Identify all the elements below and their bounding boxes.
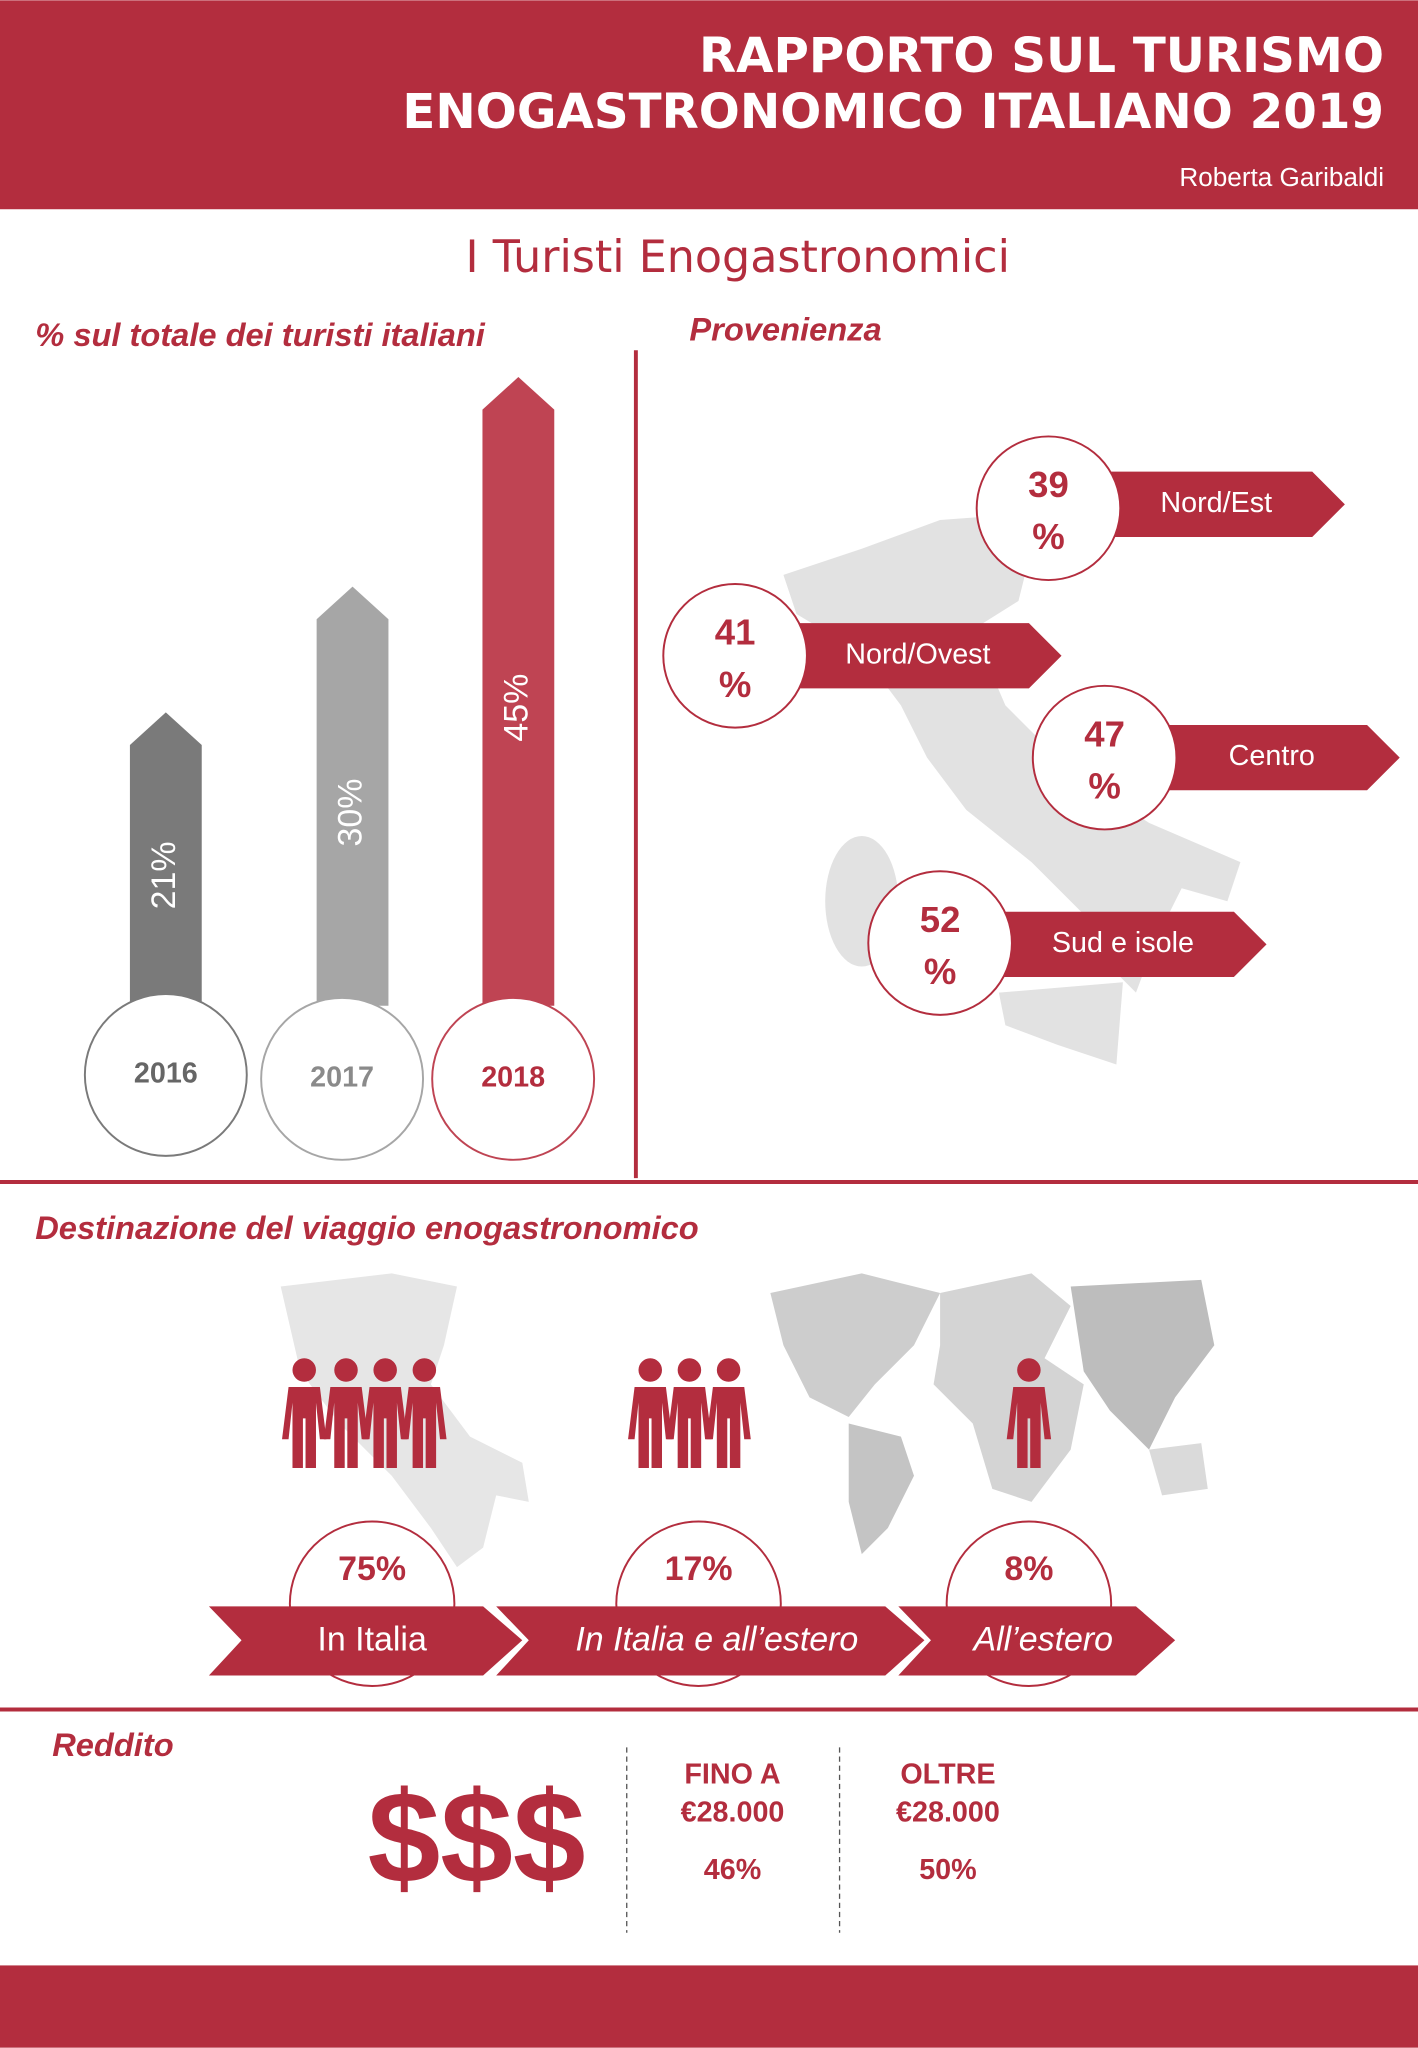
bar-arrow [316, 586, 389, 1006]
region-name: Sud e isole [1052, 927, 1194, 959]
region-share: 39 [1028, 464, 1069, 505]
year-label: 2017 [310, 1061, 374, 1093]
region-arrow [783, 623, 1062, 689]
bar-arrow [482, 377, 555, 1006]
income-heading: €28.000 [896, 1797, 1000, 1829]
header-title: RAPPORTO SUL TURISMO [699, 28, 1384, 84]
chevron-label: In Italia [317, 1621, 427, 1659]
person-icon [362, 1358, 408, 1468]
header-author: Roberta Garibaldi [1179, 162, 1384, 192]
person-icon [323, 1358, 369, 1468]
region-name: Nord/Est [1160, 487, 1272, 519]
region-arrow [1155, 724, 1400, 791]
income-heading: €28.000 [681, 1797, 785, 1829]
bar-value-label: 45% [497, 674, 535, 742]
region-share: 47 [1084, 713, 1125, 754]
chevron [496, 1606, 925, 1676]
chevron-label: In Italia e all’estero [575, 1621, 858, 1659]
region-circle [662, 582, 808, 729]
chevron-label: All’estero [971, 1621, 1113, 1659]
region-share: 41 [715, 612, 756, 653]
region-name: Nord/Ovest [845, 638, 990, 670]
region-share-unit: % [1032, 516, 1065, 557]
income-share: 50% [919, 1854, 976, 1886]
region-circle [975, 435, 1122, 582]
destinazione-title: Destinazione del viaggio enogastronomico [35, 1209, 698, 1246]
region-share: 52 [920, 899, 961, 940]
year-label: 2016 [134, 1058, 198, 1090]
income-share: 46% [704, 1854, 761, 1886]
footer-band [0, 1965, 1418, 2048]
region-circle [1031, 684, 1178, 831]
region-arrow [1096, 471, 1345, 537]
person-icon [667, 1358, 712, 1468]
header-band [0, 0, 1418, 210]
provenienza-title: Provenienza [689, 311, 881, 348]
section-title: I Turisti Enogastronomici [466, 232, 1010, 283]
share-value: 75% [338, 1550, 406, 1588]
person-icon [628, 1358, 673, 1468]
year-circle [431, 996, 596, 1161]
bar-value-label: 30% [332, 779, 370, 847]
region-share-unit: % [719, 664, 752, 705]
person-icon [706, 1358, 751, 1468]
person-icon [1006, 1358, 1052, 1468]
person-icon [282, 1358, 327, 1468]
bar-value-label: 21% [145, 841, 183, 909]
money-symbol: $$$ [368, 1764, 586, 1910]
reddito-title: Reddito [52, 1726, 173, 1763]
region-name: Centro [1229, 740, 1315, 772]
year-circle [83, 992, 248, 1157]
chevron [208, 1606, 523, 1676]
share-value: 17% [665, 1550, 733, 1588]
bar-arrow [129, 712, 202, 1006]
income-heading: FINO A [684, 1759, 780, 1791]
region-arrow [992, 911, 1267, 977]
share-value: 8% [1004, 1550, 1053, 1588]
income-heading: OLTRE [900, 1759, 995, 1791]
region-share-unit: % [924, 951, 957, 992]
person-icon [402, 1358, 447, 1468]
header-title: ENOGASTRONOMICO ITALIANO 2019 [402, 84, 1384, 140]
region-circle [867, 870, 1013, 1016]
region-share-unit: % [1088, 766, 1121, 807]
year-label: 2018 [481, 1061, 545, 1093]
chart-title: % sul totale dei turisti italiani [35, 316, 486, 353]
year-circle [260, 996, 425, 1161]
chevron [898, 1606, 1176, 1676]
